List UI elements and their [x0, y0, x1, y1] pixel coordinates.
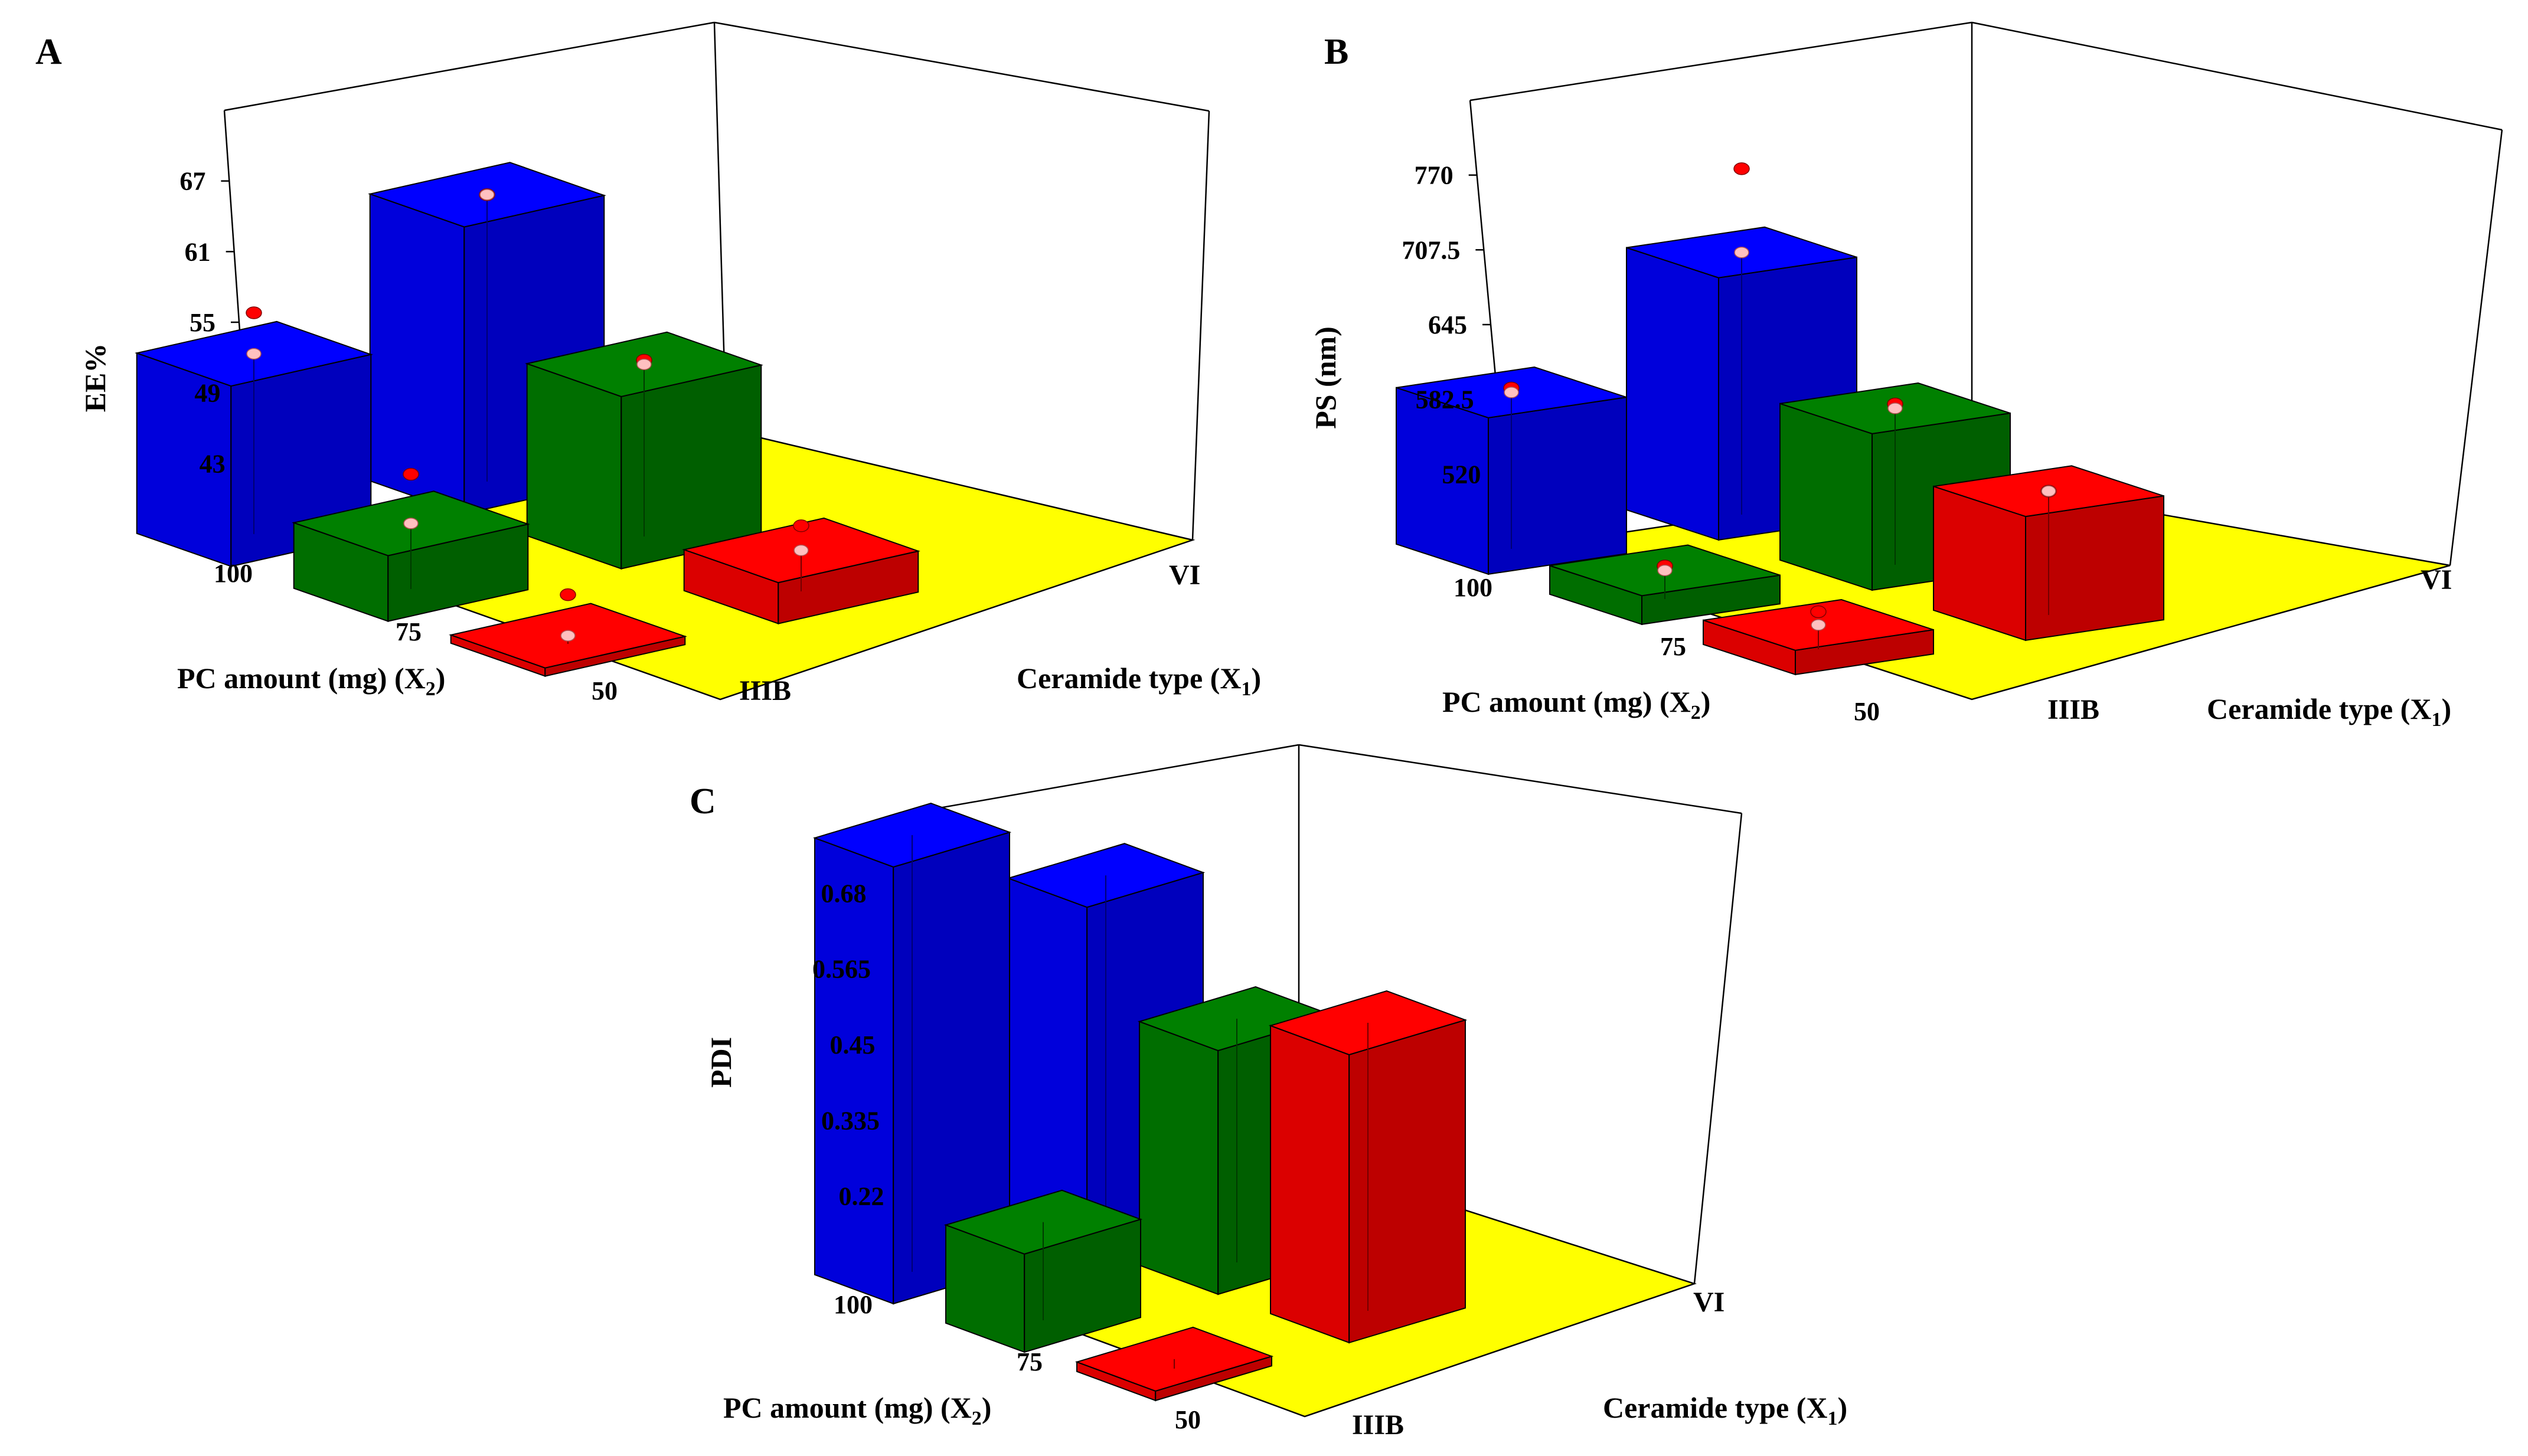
y-axis-title: EE% — [79, 343, 112, 413]
pc-level-100: 100 — [834, 1290, 873, 1319]
design-point — [793, 519, 809, 532]
pc-level-50: 50 — [1175, 1405, 1201, 1434]
predicted-point — [1504, 387, 1519, 398]
y-tick-label: 0.565 — [812, 955, 871, 984]
y-tick-labels: 0.22 0.335 0.45 0.565 0.68 — [812, 879, 884, 1210]
design-points — [246, 188, 809, 642]
ceramide-level-iiib: IIIB — [1352, 1409, 1404, 1441]
y-tick-label: 61 — [185, 237, 211, 266]
y-tick-label: 43 — [200, 449, 226, 478]
ceramide-level-iiib: IIIB — [2047, 694, 2099, 725]
bar-face-side — [1348, 1019, 1466, 1344]
bar-face-side — [2025, 495, 2164, 642]
bar-face-front — [1270, 1025, 1350, 1344]
y-tick-label: 49 — [194, 379, 220, 408]
bars — [1396, 226, 2164, 676]
y-tick-labels: 520 582.5 645 707.5 770 — [1402, 161, 1481, 489]
bar-face-front — [1008, 877, 1088, 1247]
design-point — [1733, 162, 1750, 175]
bar-face-front — [1626, 247, 1719, 541]
y-tick-label: 0.45 — [830, 1030, 876, 1059]
predicted-point — [479, 189, 495, 201]
panel-letter-a: A — [35, 32, 62, 72]
bars — [812, 802, 1468, 1402]
ceramide-level-vi: VI — [1693, 1287, 1724, 1318]
panel-a: 43 49 55 61 67 A EE% 100 75 50 IIIB VI PC am… — [35, 21, 1261, 706]
pc-level-100: 100 — [214, 559, 253, 588]
ceramide-level-vi: VI — [1169, 560, 1200, 591]
design-point — [1810, 605, 1827, 619]
bar-vi-pc50 — [1268, 990, 1468, 1344]
design-point — [246, 306, 262, 319]
pc-level-75: 75 — [396, 617, 422, 646]
bar-iiib-pc100 — [1396, 367, 1627, 575]
pc-level-100: 100 — [1454, 573, 1492, 602]
bar-face-side — [1488, 396, 1627, 575]
design-points — [1503, 162, 2057, 631]
y-tick-label: 0.335 — [821, 1106, 880, 1135]
x-axis-title: PC amount (mg) (X2) — [177, 662, 445, 700]
y-tick-label: 0.68 — [821, 879, 867, 908]
ceramide-level-vi: VI — [2421, 564, 2452, 596]
z-axis-title: Ceramide type (X1) — [1603, 1391, 1847, 1429]
y-tick-label: 520 — [1442, 460, 1481, 489]
design-point — [403, 467, 419, 481]
z-axis-title: Ceramide type (X1) — [2207, 692, 2451, 731]
bar-face-front — [369, 193, 465, 515]
y-tick-label: 770 — [1415, 161, 1454, 190]
panel-letter-b: B — [1324, 32, 1348, 72]
bar-iiib-pc50 — [1074, 1326, 1274, 1402]
predicted-point — [1734, 246, 1749, 259]
pc-level-75: 75 — [1017, 1347, 1043, 1376]
ceramide-level-iiib: IIIB — [739, 675, 791, 706]
bar-face-front — [1779, 403, 1873, 591]
panel-c: 0.22 0.335 0.45 0.565 0.68 C PDI 100 75 50 I… — [690, 744, 1847, 1441]
panel-letter-c: C — [690, 781, 716, 822]
y-tick-label: 67 — [179, 167, 205, 196]
x-axis-title: PC amount (mg) (X2) — [1442, 685, 1710, 724]
y-tick-labels: 43 49 55 61 67 — [179, 167, 225, 479]
x-axis-title: PC amount (mg) (X2) — [723, 1391, 991, 1429]
y-tick-label: 0.22 — [839, 1182, 884, 1211]
pc-level-50: 50 — [1854, 697, 1880, 726]
bar-face-front — [1139, 1020, 1219, 1295]
y-axis-title: PS (nm) — [1309, 326, 1342, 429]
pc-level-50: 50 — [592, 676, 618, 705]
bar-vi-pc50 — [1933, 465, 2164, 642]
y-tick-label: 707.5 — [1402, 235, 1460, 264]
predicted-point — [793, 544, 809, 557]
predicted-point — [636, 358, 652, 371]
predicted-point — [560, 630, 576, 642]
bar-face-front — [526, 362, 622, 570]
pc-level-75: 75 — [1660, 632, 1686, 661]
y-tick-label: 645 — [1428, 310, 1467, 339]
design-point — [560, 588, 576, 601]
predicted-point — [1811, 619, 1826, 631]
predicted-point — [2041, 485, 2056, 497]
y-tick-label: 55 — [190, 308, 215, 337]
predicted-point — [403, 518, 419, 529]
y-axis-title: PDI — [704, 1037, 737, 1088]
predicted-point — [246, 348, 262, 360]
z-axis-title: Ceramide type (X1) — [1017, 662, 1261, 700]
predicted-point — [1657, 564, 1673, 577]
predicted-point — [1887, 403, 1903, 414]
bar-iiib-pc50 — [1703, 599, 1934, 676]
bar-iiib-pc75 — [943, 1189, 1143, 1353]
y-tick-label: 582.5 — [1416, 385, 1474, 414]
